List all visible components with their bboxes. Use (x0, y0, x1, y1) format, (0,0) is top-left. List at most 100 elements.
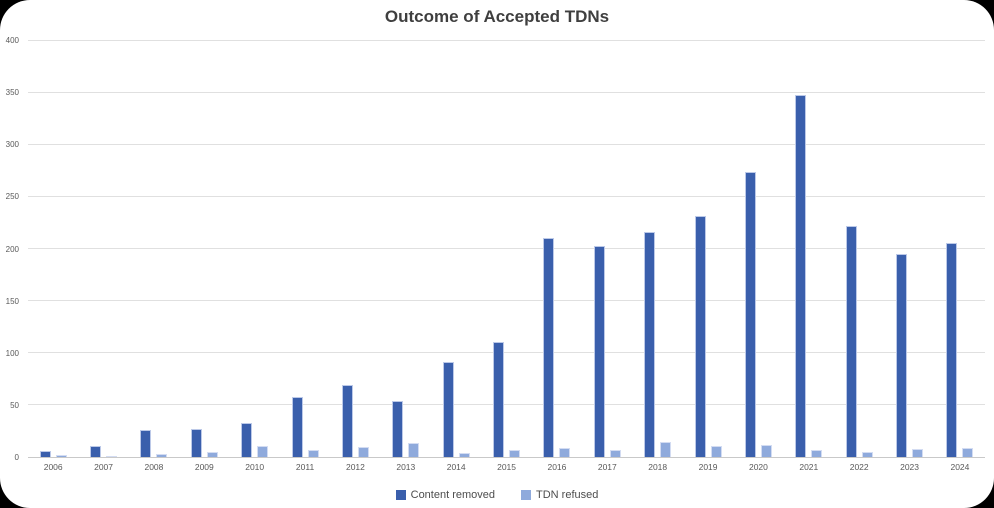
bar-2006-content-removed (39, 450, 51, 457)
y-tick-label: 100 (5, 348, 19, 358)
bar-2018-tdn-refused (660, 442, 672, 457)
gridline-150 (28, 300, 985, 301)
legend-label: Content removed (410, 489, 496, 501)
bar-group-2016 (532, 41, 582, 457)
bar-2014-content-removed (442, 362, 454, 457)
y-tick-label: 50 (10, 400, 19, 410)
bar-2016-content-removed (543, 237, 555, 457)
bar-2008-content-removed (140, 429, 152, 457)
x-tick-label-2010: 2010 (245, 462, 265, 472)
legend-item-tdn-refused: TDN refused (521, 489, 598, 501)
bar-2015-content-removed (493, 341, 505, 457)
bar-2010-tdn-refused (257, 445, 269, 457)
bar-group-2020 (733, 41, 783, 457)
bar-2011-tdn-refused (307, 449, 319, 457)
x-tick-label-2019: 2019 (698, 462, 718, 472)
x-tick-label-2017: 2017 (597, 462, 617, 472)
x-tick-label-2024: 2024 (950, 462, 970, 472)
y-tick-label: 250 (5, 192, 19, 202)
bar-group-2014 (431, 41, 481, 457)
bar-2010-content-removed (241, 422, 253, 457)
gridline-400 (28, 40, 985, 41)
bar-2012-tdn-refused (357, 446, 369, 457)
x-tick-label-2009: 2009 (194, 462, 214, 472)
x-tick-label-2006: 2006 (43, 462, 63, 472)
bar-group-2018 (633, 41, 683, 457)
bar-2020-content-removed (744, 172, 756, 457)
x-tick-label-2022: 2022 (849, 462, 869, 472)
y-axis-labels: 0 50 100 150 200 250 300 350 400 (0, 37, 22, 462)
bar-group-2023 (884, 41, 934, 457)
bar-group-2015 (481, 41, 531, 457)
bar-2008-tdn-refused (156, 453, 168, 457)
bar-2009-tdn-refused (206, 451, 218, 457)
bar-2016-tdn-refused (559, 447, 571, 457)
x-tick-label-2018: 2018 (648, 462, 668, 472)
gridline-350 (28, 92, 985, 93)
gridline-200 (28, 248, 985, 249)
x-tick-label-2007: 2007 (94, 462, 114, 472)
bar-2011-content-removed (291, 396, 303, 457)
plot-area (28, 40, 985, 458)
bar-2017-content-removed (593, 245, 605, 457)
bar-2024-content-removed (946, 242, 958, 457)
bar-2022-content-removed (845, 226, 857, 457)
x-tick-label-2014: 2014 (446, 462, 466, 472)
x-tick-label-2023: 2023 (900, 462, 920, 472)
x-tick-label-2008: 2008 (144, 462, 164, 472)
bar-groups (28, 41, 985, 457)
bar-2018-content-removed (644, 232, 656, 457)
legend-swatch-icon (521, 490, 532, 500)
bar-group-2012 (330, 41, 380, 457)
bar-2021-tdn-refused (811, 449, 823, 457)
bar-2021-content-removed (795, 95, 807, 457)
bar-group-2011 (280, 41, 330, 457)
bar-group-2007 (78, 41, 128, 457)
legend: Content removed TDN refused (0, 489, 994, 501)
y-tick-label: 200 (5, 244, 19, 254)
x-tick-label-2013: 2013 (396, 462, 416, 472)
y-tick-label: 0 (14, 453, 19, 462)
bar-2020-tdn-refused (760, 444, 772, 457)
bar-2019-tdn-refused (710, 445, 722, 457)
bar-2007-tdn-refused (106, 455, 118, 457)
bar-2023-content-removed (896, 254, 908, 457)
gridline-50 (28, 404, 985, 405)
bar-group-2006 (28, 41, 78, 457)
bar-2015-tdn-refused (509, 449, 521, 457)
bar-group-2013 (381, 41, 431, 457)
x-tick-label-2011: 2011 (295, 462, 315, 472)
chart-title: Outcome of Accepted TDNs (384, 7, 610, 26)
bar-2017-tdn-refused (609, 449, 621, 457)
bar-2009-content-removed (190, 428, 202, 457)
x-tick-label-2015: 2015 (497, 462, 517, 472)
gridline-100 (28, 352, 985, 353)
bar-group-2010 (230, 41, 280, 457)
x-tick-label-2021: 2021 (799, 462, 819, 472)
bar-group-2021 (784, 41, 834, 457)
bar-2013-tdn-refused (408, 443, 420, 457)
gridline-300 (28, 144, 985, 145)
legend-swatch-icon (395, 490, 406, 500)
x-tick-label-2012: 2012 (345, 462, 365, 472)
bar-2024-tdn-refused (962, 447, 974, 457)
y-tick-label: 400 (5, 36, 19, 45)
bar-2007-content-removed (90, 445, 102, 457)
bar-2012-content-removed (341, 385, 353, 457)
bar-2022-tdn-refused (861, 451, 873, 457)
bar-2014-tdn-refused (458, 452, 470, 457)
x-tick-label-2020: 2020 (748, 462, 768, 472)
y-tick-label: 300 (5, 140, 19, 150)
x-axis-labels: 2006 2007 2008 2009 2010 2011 2012 2013 2014 2015… (28, 462, 985, 472)
bar-2006-tdn-refused (55, 454, 67, 457)
gridline-250 (28, 196, 985, 197)
bar-group-2019 (683, 41, 733, 457)
legend-label: TDN refused (536, 489, 599, 501)
legend-item-content-removed: Content removed (395, 489, 496, 501)
bar-group-2022 (834, 41, 884, 457)
bar-2013-content-removed (392, 400, 404, 457)
bar-group-2024 (935, 41, 985, 457)
bar-2023-tdn-refused (912, 448, 924, 457)
y-tick-label: 150 (5, 296, 19, 306)
